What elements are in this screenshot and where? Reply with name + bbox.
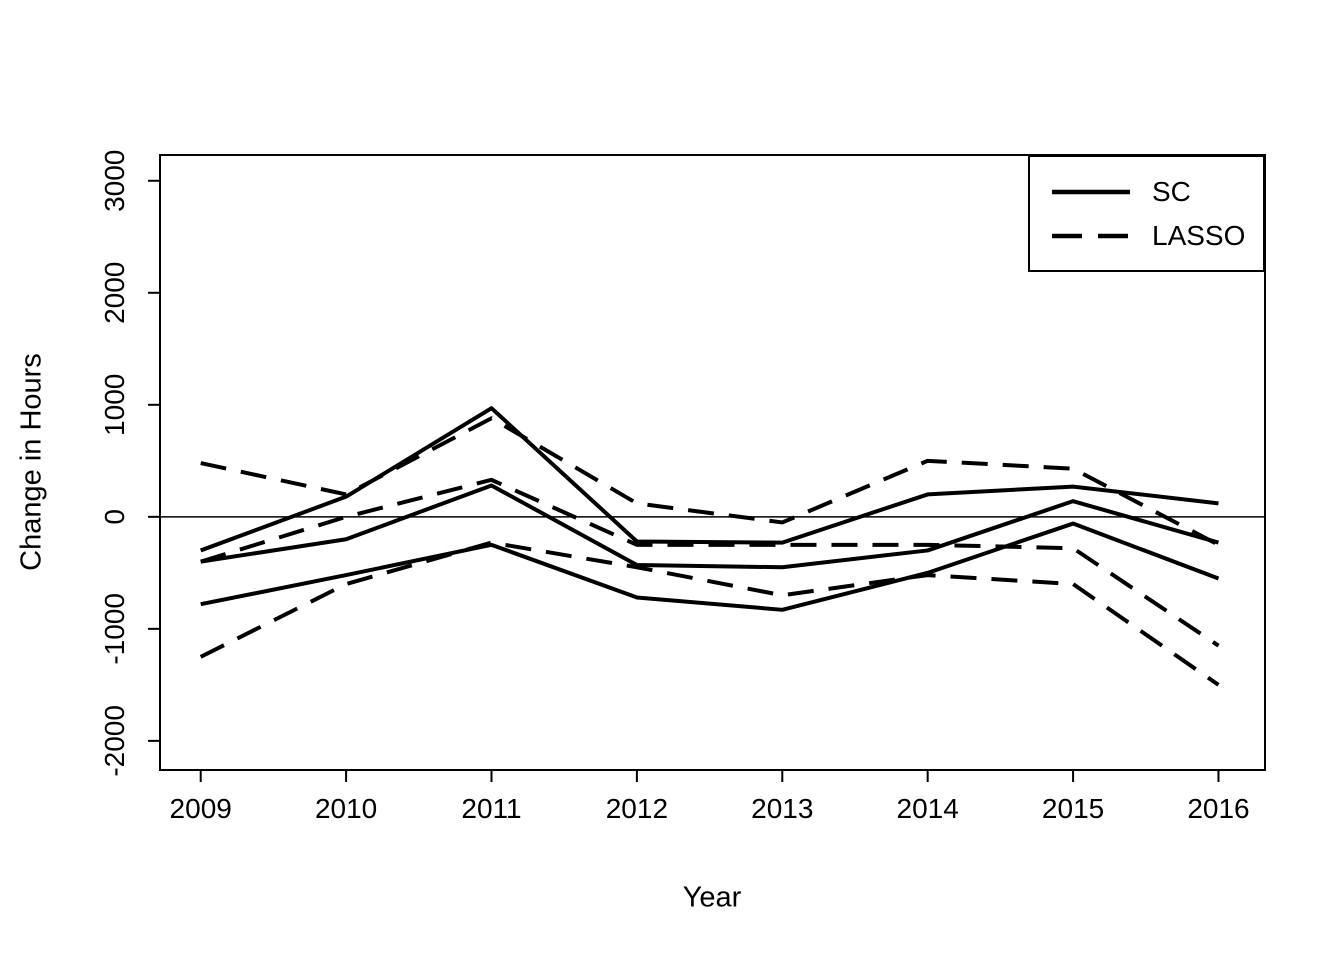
y-tick-label: -2000 [99,705,130,777]
series-sc-upper [200,406,1219,553]
x-axis-title: Year [682,881,742,914]
legend-item-lasso: LASSO [1050,220,1263,252]
x-tick-label: 2013 [751,793,813,824]
series-sc-lower [200,521,1220,612]
x-tick-label: 2015 [1042,793,1104,824]
x-tick-label: 2011 [461,793,521,824]
x-tick-label: 2009 [170,793,232,824]
y-tick-label: -1000 [99,593,130,665]
y-tick-label: 3000 [99,150,130,212]
legend: SC LASSO [1028,155,1265,272]
series-lasso-estimate [200,477,1220,648]
series-sc-estimate [200,483,1220,570]
y-tick-label: 1000 [99,374,130,436]
legend-label-sc: SC [1152,175,1191,207]
y-tick-label: 0 [99,509,130,525]
x-tick-label: 2010 [315,793,377,824]
legend-label-lasso: LASSO [1152,219,1246,251]
dashed-line-sample-icon [1052,233,1130,238]
plot-border [159,154,1266,771]
x-tick-label: 2014 [897,793,959,824]
series-lasso-upper [200,416,1220,547]
x-tick-label: 2016 [1187,793,1249,824]
series-lasso-lower [199,540,1220,687]
solid-line-sample-icon [1052,189,1130,194]
legend-item-sc: SC [1050,176,1263,208]
y-tick-label: 2000 [99,262,130,324]
y-axis-title: Change in Hours [15,353,48,571]
x-tick-label: 2012 [606,793,668,824]
